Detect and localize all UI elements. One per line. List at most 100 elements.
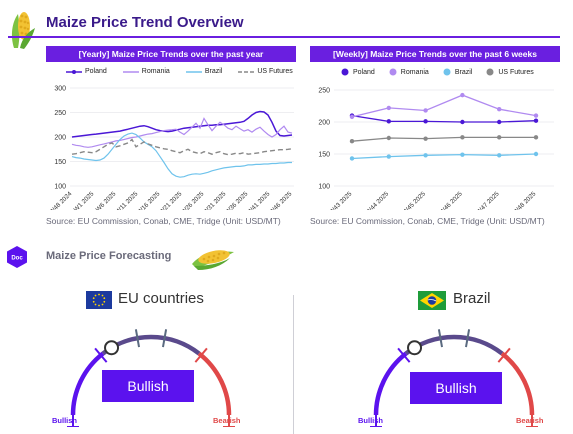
series-line-us-futures <box>351 136 536 142</box>
eu-gauge-bearish-label: Bearish <box>213 416 241 425</box>
brazil-flag-icon <box>418 291 446 315</box>
gauge-arc <box>500 351 535 416</box>
gauge-arc <box>373 351 408 416</box>
gauge-tick <box>194 347 208 363</box>
y-tick-label: 200 <box>318 120 330 127</box>
y-tick-label: 250 <box>54 110 66 117</box>
x-tick-label: W44 2025 <box>365 190 391 210</box>
gauge-tick <box>134 329 141 348</box>
gauge-tick <box>437 329 444 348</box>
x-tick-label: W48 2025 <box>512 190 538 210</box>
x-tick-label: W46 2025 <box>268 190 294 210</box>
corn-icon <box>190 244 236 275</box>
data-point <box>423 153 428 158</box>
data-point <box>533 113 539 118</box>
eu-region-label: EU countries <box>118 290 204 307</box>
x-tick-label: W36 2025 <box>224 190 250 210</box>
brazil-gauge-bearish-label: Bearish <box>516 416 544 425</box>
gauge-tick <box>464 329 471 348</box>
x-tick-label: W48 2024 <box>48 190 74 210</box>
data-point <box>423 108 428 113</box>
legend-item-romania: Romania <box>389 68 429 76</box>
legend-item-poland: Poland <box>66 68 107 75</box>
x-tick-label: W21 2025 <box>158 190 184 210</box>
weekly-legend: Poland Romania Brazil US Futures <box>341 68 550 76</box>
gauge-tick <box>94 347 108 363</box>
weekly-chart: 100 150 200 250 W43 2025 W44 2025 W45 2025 W46 … <box>318 88 554 210</box>
eu-gauge-bullish-label: Bullish <box>52 416 78 425</box>
data-point <box>349 139 355 144</box>
data-point <box>349 114 355 120</box>
series-line-poland <box>71 110 293 138</box>
data-point <box>460 119 465 125</box>
page-title: Maize Price Trend Overview <box>46 14 244 31</box>
y-tick-label: 250 <box>318 88 330 95</box>
data-point <box>533 135 539 140</box>
gauge-indicator <box>104 340 120 356</box>
data-point <box>533 151 539 157</box>
data-point <box>460 152 465 157</box>
series-line-brazil <box>71 132 292 178</box>
legend-item-brazil: Brazil <box>443 68 472 76</box>
y-tick-label: 300 <box>54 86 66 93</box>
series-line-romania <box>351 94 537 118</box>
y-tick-label: 200 <box>54 135 66 142</box>
y-tick-label: 150 <box>54 159 66 166</box>
legend-item-brazil: Brazil <box>185 68 223 75</box>
y-tick-label: 150 <box>318 152 330 159</box>
series-line-brazil <box>351 153 537 160</box>
series-line-poland <box>351 114 537 123</box>
y-tick-label: 100 <box>318 184 330 191</box>
section-divider <box>293 295 294 434</box>
x-tick-label: W47 2025 <box>475 190 501 210</box>
eu-signal-badge: Bullish <box>102 370 194 402</box>
x-tick-label: W43 2025 <box>328 190 354 210</box>
yearly-chart: 100 150 200 250 300 W48 2024 W1 2025 W6 2025W11… <box>48 86 294 210</box>
data-point <box>386 105 391 111</box>
data-point <box>533 118 539 123</box>
data-point <box>386 119 391 124</box>
yearly-source: Source: EU Commission, Conab, CME, Tridg… <box>46 216 281 226</box>
yearly-legend: Poland Romania Brazil US Futures <box>66 68 309 75</box>
gauge-indicator <box>407 340 423 356</box>
data-point <box>497 135 502 140</box>
y-tick-label: 100 <box>54 184 66 191</box>
gauge-tick <box>397 347 411 363</box>
weekly-source: Source: EU Commission, Conab, CME, Tridg… <box>310 216 545 226</box>
data-point <box>386 135 391 141</box>
x-tick-label: W45 2025 <box>402 190 428 210</box>
data-point <box>423 136 428 141</box>
x-tick-label: W6 2025 <box>95 190 118 210</box>
x-tick-label: W41 2025 <box>246 190 272 210</box>
series-line-romania <box>71 117 293 148</box>
data-point <box>460 92 465 98</box>
yearly-chart-title: [Yearly] Maize Price Trends over the pas… <box>46 46 296 62</box>
eu-gauge <box>67 329 235 427</box>
data-point <box>423 119 428 124</box>
doc-badge: Doc <box>6 245 28 274</box>
brazil-gauge <box>370 329 538 427</box>
brazil-signal-badge: Bullish <box>410 372 502 404</box>
x-tick-label: W16 2025 <box>136 190 162 210</box>
data-point <box>386 154 391 159</box>
gauge-tick <box>497 347 511 363</box>
legend-item-us-futures: US Futures <box>486 68 534 76</box>
doc-badge-label: Doc <box>11 256 23 262</box>
legend-item-us-futures: US Futures <box>238 68 293 75</box>
x-tick-label: W1 2025 <box>73 190 96 210</box>
x-tick-label: W26 2025 <box>180 190 206 210</box>
title-underline <box>8 36 560 38</box>
data-point <box>497 107 502 112</box>
weekly-chart-title: [Weekly] Maize Price Trends over the pas… <box>310 46 560 62</box>
x-tick-label: W11 2025 <box>114 190 139 210</box>
corn-icon <box>8 8 38 55</box>
eu-flag-icon <box>86 291 112 314</box>
data-point <box>497 119 502 125</box>
gauge-tick <box>161 329 168 348</box>
series-line-us-futures <box>71 138 293 156</box>
data-point <box>497 153 502 158</box>
data-point <box>460 135 465 140</box>
x-tick-label: W31 2025 <box>202 190 228 210</box>
brazil-region-label: Brazil <box>453 290 491 307</box>
brazil-gauge-bullish-label: Bullish <box>358 416 384 425</box>
